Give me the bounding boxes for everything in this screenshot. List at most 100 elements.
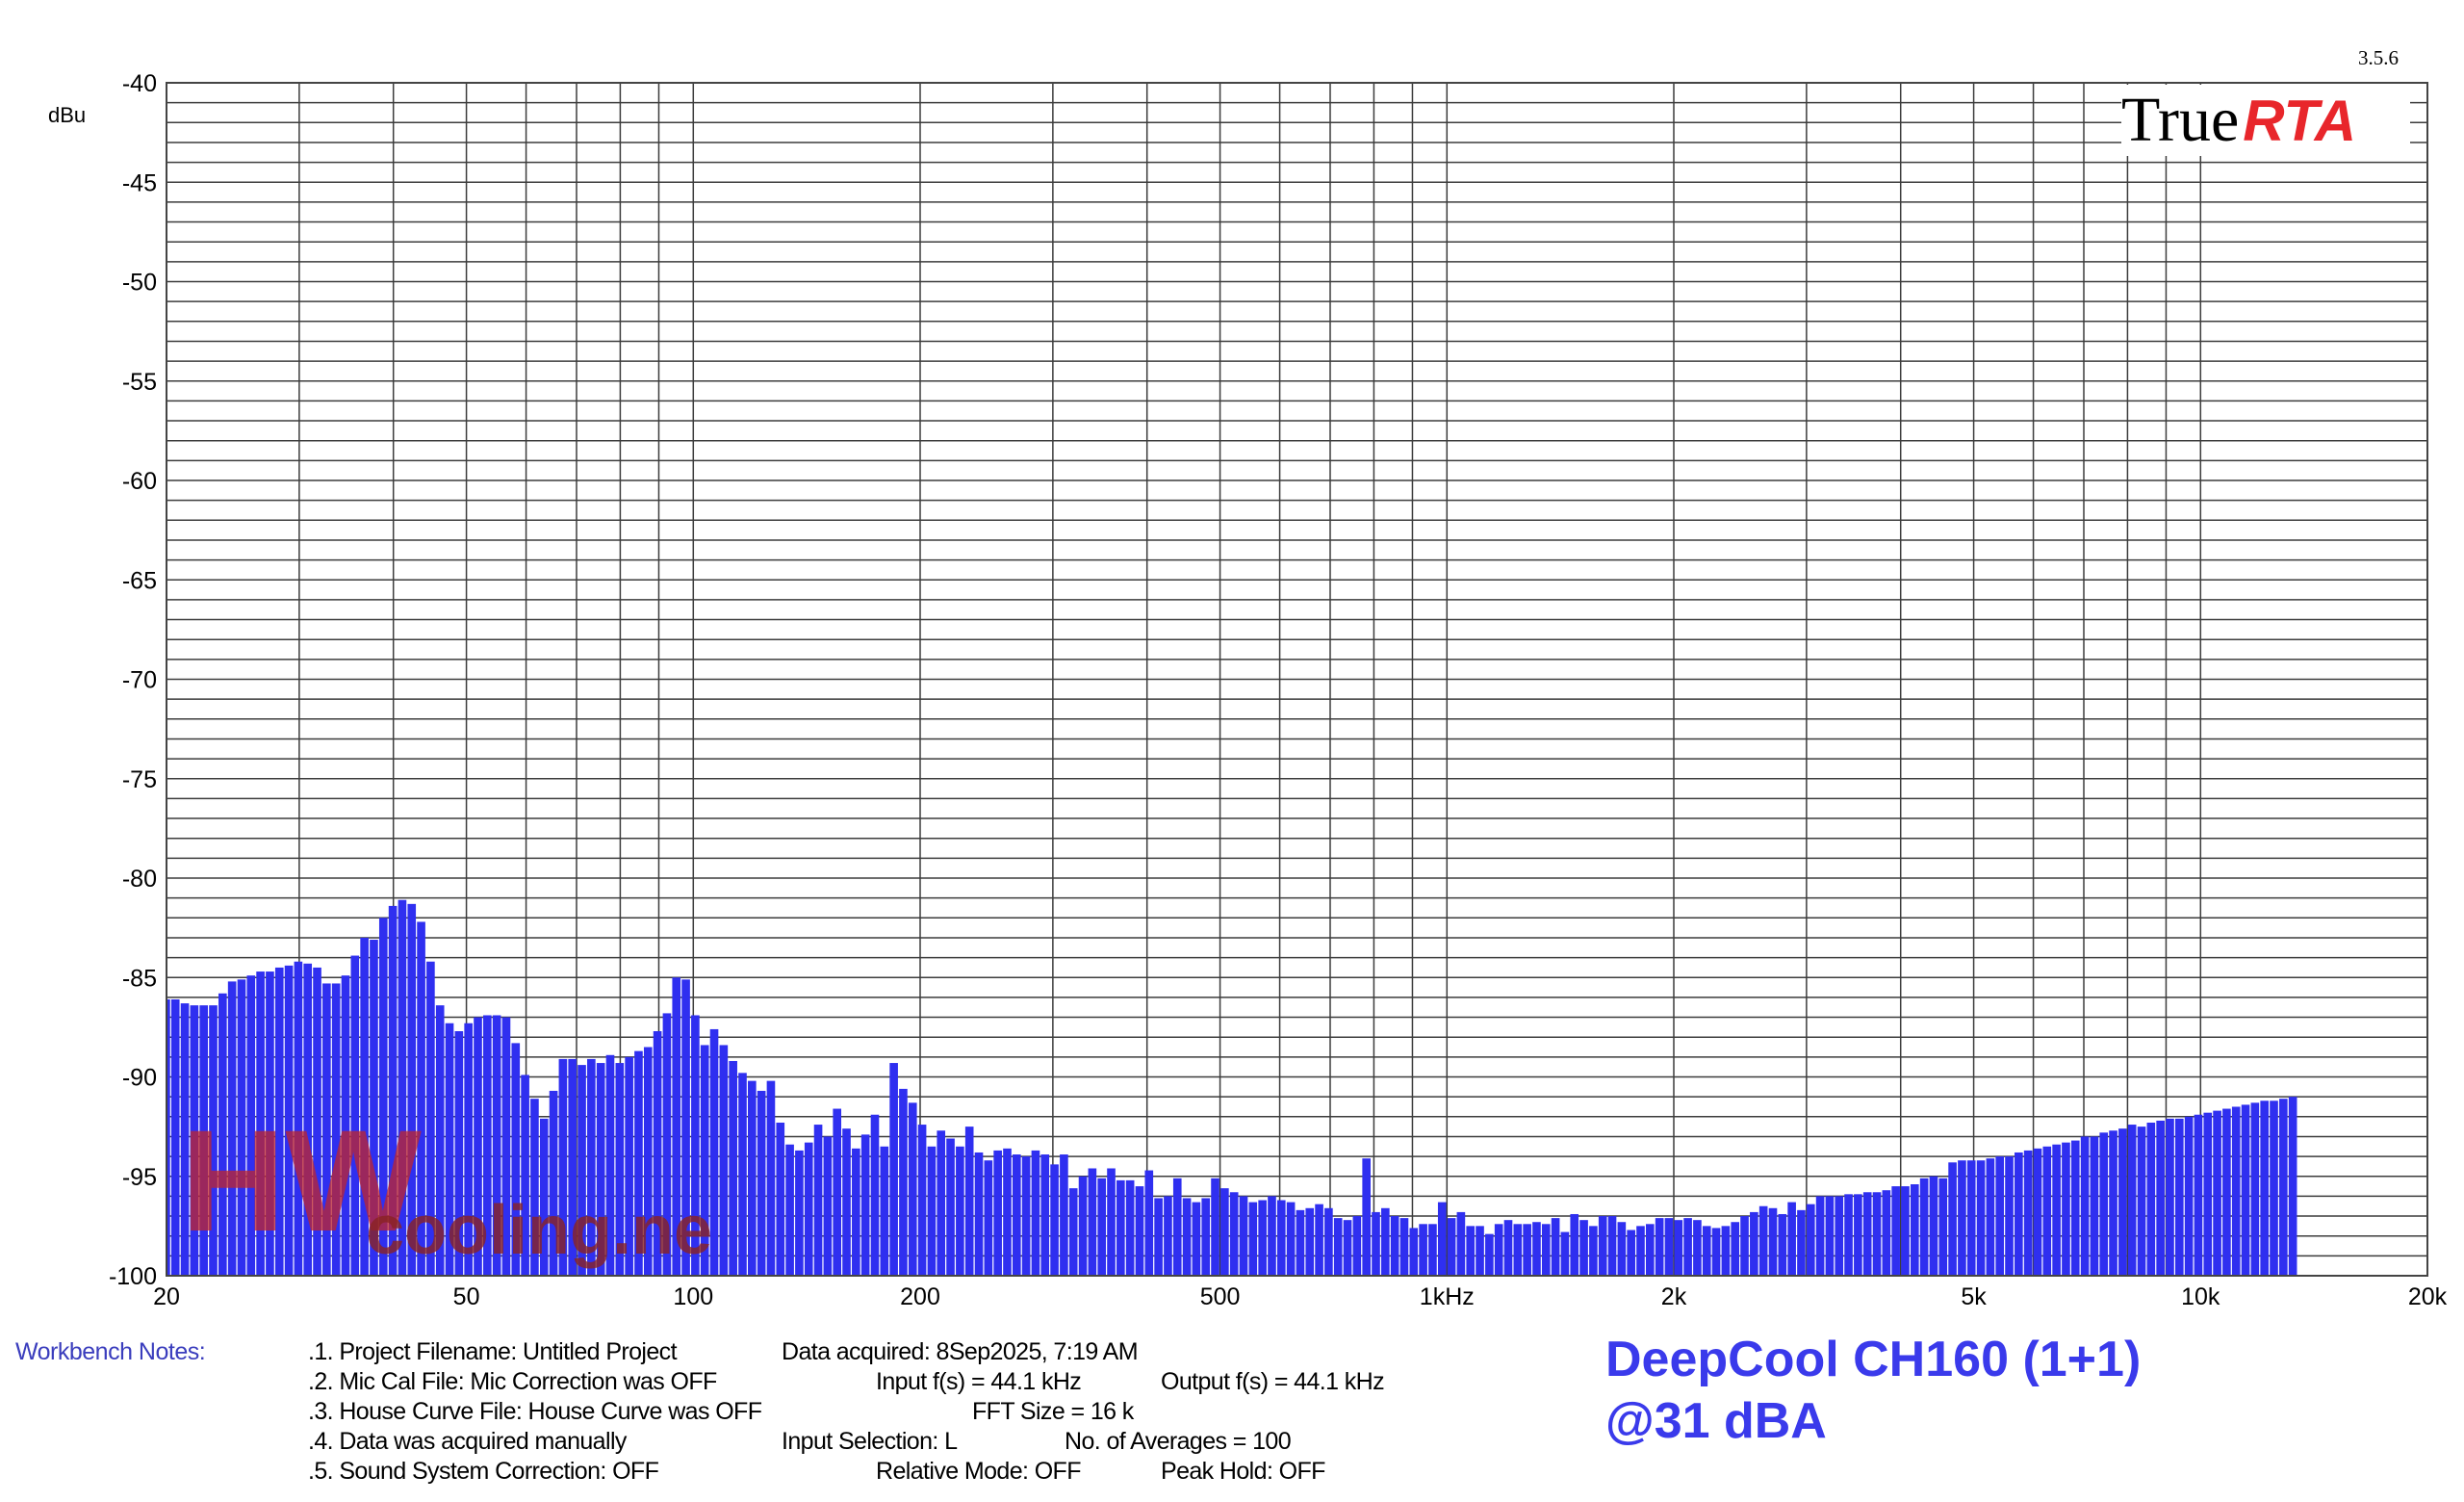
- spectrum-bar: [2090, 1136, 2099, 1276]
- spectrum-bar: [322, 983, 331, 1276]
- spectrum-bar: [1390, 1216, 1399, 1276]
- spectrum-bar: [1116, 1179, 1125, 1276]
- spectrum-bar: [1560, 1231, 1570, 1276]
- spectrum-bar: [662, 1013, 672, 1276]
- spectrum-bar: [1324, 1207, 1333, 1276]
- spectrum-bar: [464, 1023, 473, 1276]
- spectrum-bar: [1901, 1186, 1910, 1276]
- spectrum-bar: [1182, 1198, 1192, 1276]
- x-axis-ticks: 20 50 100 200 500 1kHz 2k 5k 10k 20k: [153, 1283, 2448, 1310]
- spectrum-bar: [2042, 1146, 2052, 1276]
- watermark-hw: HW: [181, 1100, 422, 1261]
- spectrum-bar: [1693, 1220, 1702, 1276]
- spectrum-bar: [398, 899, 407, 1276]
- spectrum-bar: [2137, 1126, 2146, 1276]
- spectrum-bar: [549, 1090, 558, 1276]
- spectrum-bar: [757, 1090, 766, 1276]
- spectrum-bar: [170, 998, 180, 1276]
- y-tick-label: -55: [122, 369, 157, 396]
- spectrum-bar: [1541, 1224, 1551, 1276]
- spectrum-bar: [2203, 1112, 2213, 1276]
- spectrum-bar: [2166, 1118, 2174, 1276]
- spectrum-bar: [2015, 1152, 2023, 1276]
- spectrum-bar: [1787, 1202, 1796, 1276]
- spectrum-bar: [2070, 1140, 2080, 1276]
- spectrum-bar: [180, 1003, 190, 1276]
- spectrum-bar: [1750, 1211, 1758, 1276]
- spectrum-bar: [568, 1058, 578, 1276]
- spectrum-bar: [1296, 1209, 1305, 1276]
- spectrum-bar: [2005, 1156, 2014, 1276]
- title-line-2: @31 dBA: [1605, 1393, 1827, 1449]
- spectrum-bar: [1419, 1224, 1427, 1276]
- spectrum-bar: [1476, 1226, 1484, 1276]
- spectrum-bar: [1976, 1160, 1986, 1276]
- spectrum-bar: [483, 1015, 492, 1276]
- spectrum-bar: [917, 1125, 927, 1276]
- spectrum-bar: [1248, 1202, 1258, 1276]
- spectrum-bar: [1797, 1209, 1806, 1276]
- spectrum-bar: [1428, 1224, 1437, 1276]
- spectrum-bar: [587, 1058, 596, 1276]
- spectrum-bar: [672, 977, 681, 1276]
- spectrum-bar: [1815, 1196, 1825, 1276]
- spectrum-bar: [1503, 1220, 1513, 1276]
- spectrum-bar: [1485, 1233, 1494, 1276]
- spectrum-bar: [256, 971, 265, 1276]
- x-tick-label: 50: [453, 1283, 480, 1310]
- spectrum-bar: [1494, 1224, 1503, 1276]
- spectrum-bar: [417, 921, 425, 1276]
- spectrum-bar: [2260, 1101, 2269, 1276]
- spectrum-bar: [1844, 1194, 1853, 1276]
- spectrum-bar: [294, 961, 303, 1276]
- note-peak-hold: Peak Hold: OFF: [1161, 1458, 1325, 1485]
- spectrum-bar: [2146, 1122, 2156, 1276]
- spectrum-bar: [1078, 1176, 1088, 1276]
- spectrum-bar: [1995, 1156, 2005, 1276]
- spectrum-bar: [1372, 1211, 1380, 1276]
- spectrum-bar: [842, 1128, 851, 1276]
- spectrum-bar: [511, 1043, 521, 1276]
- spectrum-bar: [407, 903, 417, 1276]
- y-tick-label: -70: [122, 667, 157, 694]
- spectrum-bar: [1097, 1178, 1106, 1276]
- spectrum-bar: [1617, 1222, 1627, 1276]
- logo-true-text: True: [2121, 85, 2240, 155]
- spectrum-bar: [445, 1023, 454, 1276]
- spectrum-bar: [1239, 1196, 1248, 1276]
- spectrum-bar: [738, 1073, 747, 1276]
- y-tick-label: -45: [122, 169, 157, 196]
- spectrum-bar: [190, 1005, 199, 1276]
- spectrum-bar: [2052, 1144, 2061, 1276]
- spectrum-bar: [1607, 1216, 1617, 1276]
- x-tick-label: 500: [1200, 1283, 1241, 1310]
- spectrum-bars: [167, 899, 2297, 1276]
- spectrum-bar: [956, 1146, 964, 1276]
- workbench-notes-label: Workbench Notes:: [15, 1338, 206, 1365]
- spectrum-bar: [2099, 1132, 2109, 1276]
- spectrum-bar: [729, 1060, 737, 1276]
- spectrum-bar: [274, 967, 284, 1276]
- spectrum-bar: [766, 1080, 776, 1276]
- x-tick-label: 100: [673, 1283, 713, 1310]
- spectrum-bar: [284, 965, 294, 1276]
- spectrum-bar: [1711, 1228, 1721, 1276]
- spectrum-bar: [1107, 1168, 1116, 1276]
- note-relative-mode: Relative Mode: OFF: [876, 1458, 1081, 1485]
- spectrum-bar: [474, 1017, 482, 1276]
- spectrum-bar: [426, 961, 435, 1276]
- spectrum-bar: [1758, 1205, 1768, 1276]
- y-tick-label: -95: [122, 1164, 157, 1191]
- title-line-1: DeepCool CH160 (1+1): [1605, 1332, 2142, 1387]
- spectrum-bar: [1910, 1184, 1919, 1276]
- spectrum-bar: [974, 1152, 984, 1276]
- spectrum-bar: [2270, 1101, 2278, 1276]
- spectrum-bar: [341, 975, 350, 1276]
- spectrum-bar: [937, 1130, 946, 1276]
- spectrum-bar: [1220, 1188, 1229, 1276]
- spectrum-bar: [605, 1054, 615, 1276]
- spectrum-bar: [813, 1125, 823, 1276]
- spectrum-bar: [1731, 1222, 1740, 1276]
- y-axis-label: dBu: [48, 103, 86, 127]
